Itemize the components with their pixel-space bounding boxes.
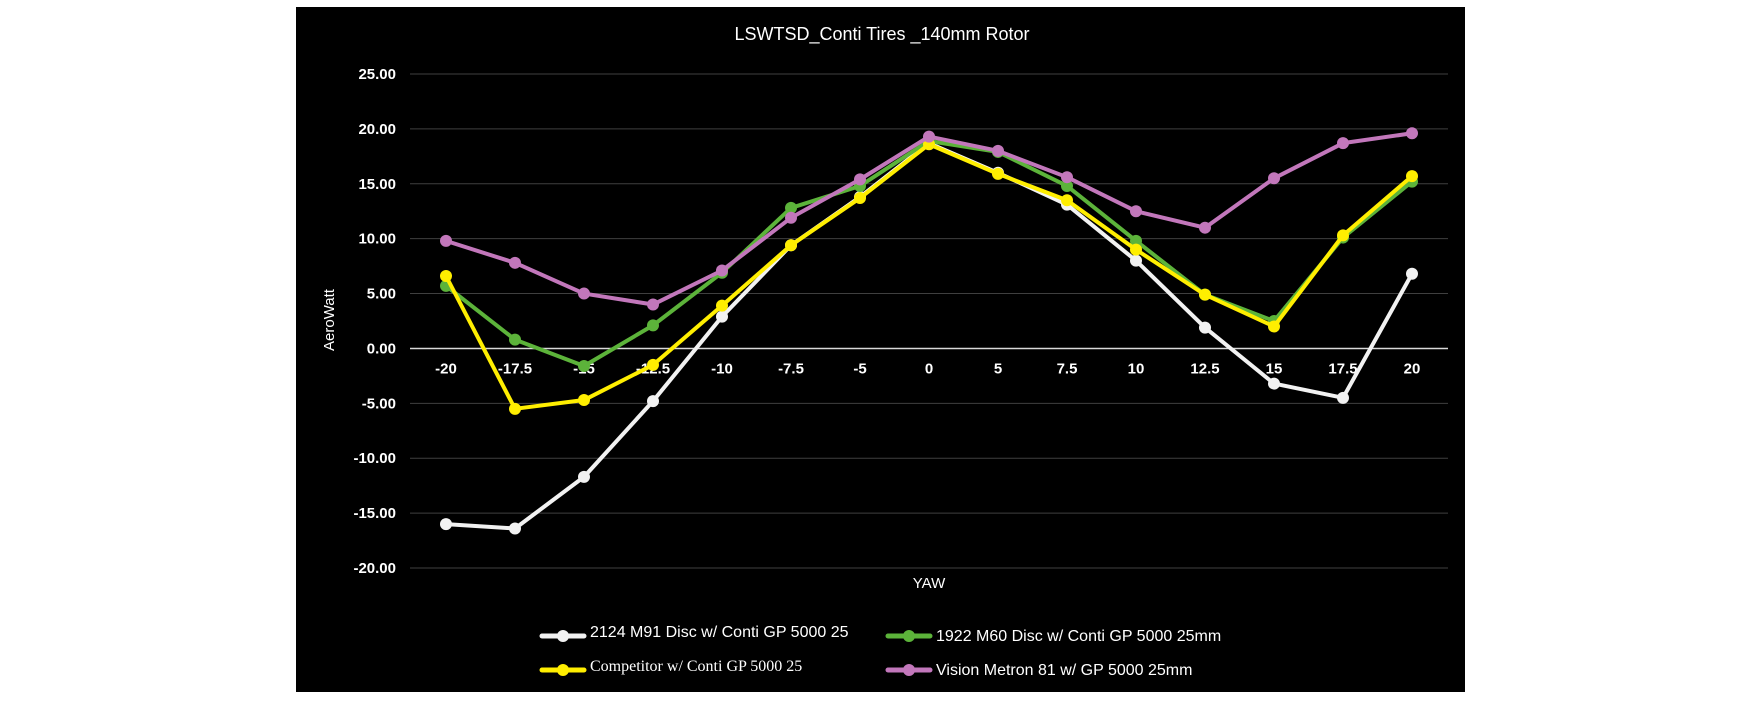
y-tick-label: 5.00	[367, 286, 396, 303]
data-point	[1337, 229, 1349, 242]
x-tick-label: 7.5	[1057, 360, 1078, 377]
data-point	[854, 192, 866, 205]
y-axis-ticks: 25.00 20.00 15.00 10.00 5.00 0.00 -5.00 -10.00 -…	[353, 66, 396, 577]
data-point	[1268, 377, 1280, 390]
series-line	[444, 131, 1414, 307]
data-point	[647, 298, 659, 311]
legend-swatch-marker	[903, 630, 915, 642]
data-point	[440, 269, 452, 282]
legend-swatch-marker	[557, 664, 569, 676]
y-tick-label: 20.00	[358, 121, 396, 138]
data-point	[1061, 179, 1073, 192]
data-point	[1061, 171, 1073, 184]
data-point	[509, 256, 521, 269]
data-point	[785, 201, 797, 214]
legend-item: Vision Metron 81 w/ GP 5000 25mm	[885, 662, 1192, 679]
data-point	[1337, 137, 1349, 150]
data-point	[992, 144, 1004, 157]
chart-title: LSWTSD_Conti Tires _140mm Rotor	[734, 24, 1029, 45]
data-point	[716, 264, 728, 277]
data-point	[440, 518, 452, 531]
y-tick-label: -15.00	[353, 505, 396, 522]
data-point	[440, 234, 452, 247]
data-point	[1130, 243, 1142, 256]
data-point	[785, 211, 797, 224]
x-tick-label: -17.5	[498, 360, 532, 377]
series-1	[440, 137, 1418, 535]
data-point	[716, 310, 728, 323]
x-tick-label: -7.5	[778, 360, 804, 377]
legend-swatch-marker	[903, 664, 915, 676]
y-tick-label: 15.00	[358, 176, 396, 193]
x-tick-label: 5	[994, 360, 1002, 377]
series-2	[440, 134, 1418, 373]
x-tick-label: 10	[1128, 360, 1145, 377]
data-point	[1268, 172, 1280, 185]
x-tick-label: -20	[435, 360, 457, 377]
series-4	[440, 127, 1418, 311]
data-point	[1268, 320, 1280, 333]
legend: 2124 M91 Disc w/ Conti GP 5000 25 1922 M6…	[539, 624, 1221, 679]
data-point	[1199, 221, 1211, 234]
data-point	[1406, 170, 1418, 183]
data-point	[854, 173, 866, 186]
y-axis-label: AeroWatt	[321, 288, 338, 351]
data-point	[1199, 288, 1211, 301]
data-point	[785, 239, 797, 252]
grid-lines	[410, 73, 1448, 569]
x-axis-label: YAW	[913, 575, 946, 592]
y-tick-label: -20.00	[353, 560, 396, 577]
data-point	[578, 394, 590, 407]
data-point	[647, 319, 659, 332]
data-point	[923, 130, 935, 143]
series-lines	[440, 127, 1418, 535]
data-point	[1337, 391, 1349, 404]
data-point	[1199, 321, 1211, 334]
data-point	[1406, 267, 1418, 280]
data-point	[647, 395, 659, 408]
data-point	[509, 333, 521, 346]
data-point	[1406, 127, 1418, 140]
series-line	[444, 138, 1414, 369]
x-tick-label: 15	[1266, 360, 1283, 377]
data-point	[716, 299, 728, 312]
x-axis-ticks: -20-17.5-15-12.5-10-7.5-5057.51012.51517…	[435, 360, 1420, 377]
legend-item: Competitor w/ Conti GP 5000 25	[539, 658, 802, 676]
data-point	[578, 470, 590, 483]
y-tick-label: 10.00	[358, 231, 396, 248]
legend-label: Competitor w/ Conti GP 5000 25	[590, 658, 802, 675]
data-point	[578, 360, 590, 373]
series-line	[444, 141, 1414, 531]
legend-item: 2124 M91 Disc w/ Conti GP 5000 25	[539, 624, 849, 642]
data-point	[578, 287, 590, 300]
data-point	[1130, 254, 1142, 267]
x-tick-label: -10	[711, 360, 733, 377]
data-point	[509, 402, 521, 415]
x-tick-label: 17.5	[1328, 360, 1357, 377]
data-point	[509, 522, 521, 535]
legend-swatch-marker	[557, 630, 569, 642]
legend-label: Vision Metron 81 w/ GP 5000 25mm	[936, 662, 1192, 679]
x-tick-label: 20	[1404, 360, 1421, 377]
data-point	[1130, 234, 1142, 247]
y-tick-label: 25.00	[358, 66, 396, 83]
data-point	[992, 167, 1004, 180]
data-point	[647, 358, 659, 371]
y-tick-label: -10.00	[353, 450, 396, 467]
y-tick-label: 0.00	[367, 340, 396, 357]
data-point	[1130, 205, 1142, 218]
legend-label: 2124 M91 Disc w/ Conti GP 5000 25	[590, 624, 849, 641]
legend-label: 1922 M60 Disc w/ Conti GP 5000 25mm	[936, 628, 1221, 645]
data-point	[1061, 194, 1073, 207]
legend-item: 1922 M60 Disc w/ Conti GP 5000 25mm	[885, 628, 1221, 645]
chart-panel	[296, 7, 1465, 692]
y-tick-label: -5.00	[362, 395, 396, 412]
x-tick-label: 0	[925, 360, 933, 377]
x-tick-label: 12.5	[1190, 360, 1219, 377]
x-tick-label: -5	[853, 360, 866, 377]
